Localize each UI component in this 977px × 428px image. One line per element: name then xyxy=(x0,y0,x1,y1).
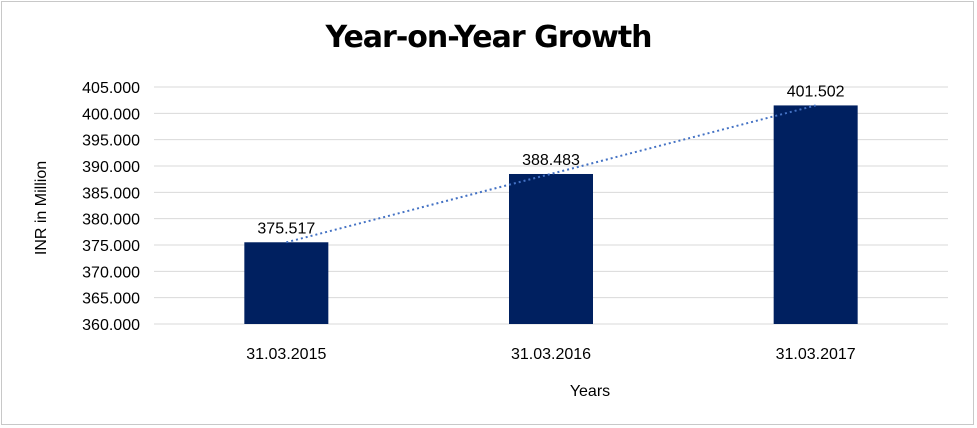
y-tick-label: 365.000 xyxy=(82,291,140,308)
y-tick-label: 360.000 xyxy=(82,317,140,334)
x-tick-label: 31.03.2017 xyxy=(776,346,856,363)
x-axis-ticks: 31.03.2015 31.03.2016 31.03.2017 xyxy=(246,346,856,363)
y-tick-label: 375.000 xyxy=(82,238,140,255)
y-tick-label: 370.000 xyxy=(82,264,140,281)
data-label: 401.502 xyxy=(787,83,845,100)
bar xyxy=(244,242,329,324)
y-tick-label: 390.000 xyxy=(82,159,140,176)
trendline xyxy=(286,104,816,244)
data-label: 375.517 xyxy=(257,220,315,237)
bar xyxy=(509,173,593,324)
y-tick-label: 395.000 xyxy=(82,133,140,150)
chart-title: Year-on-Year Growth xyxy=(325,20,652,55)
y-axis-ticks: 360.000 365.000 370.000 375.000 380.000 385.0… xyxy=(82,80,140,334)
bars xyxy=(244,105,858,325)
y-tick-label: 380.000 xyxy=(82,212,140,229)
data-label: 388.483 xyxy=(522,152,580,169)
trendline-layer xyxy=(286,104,816,244)
x-tick-label: 31.03.2016 xyxy=(511,346,591,363)
x-tick-label: 31.03.2015 xyxy=(246,346,326,363)
y-tick-label: 405.000 xyxy=(82,80,140,97)
y-axis-title: INR in Million xyxy=(33,161,50,255)
x-axis-title: Years xyxy=(570,383,610,400)
y-tick-label: 385.000 xyxy=(82,185,140,202)
y-tick-label: 400.000 xyxy=(82,106,140,123)
bar xyxy=(773,105,858,325)
data-labels: 375.517 388.483 401.502 xyxy=(257,83,844,237)
